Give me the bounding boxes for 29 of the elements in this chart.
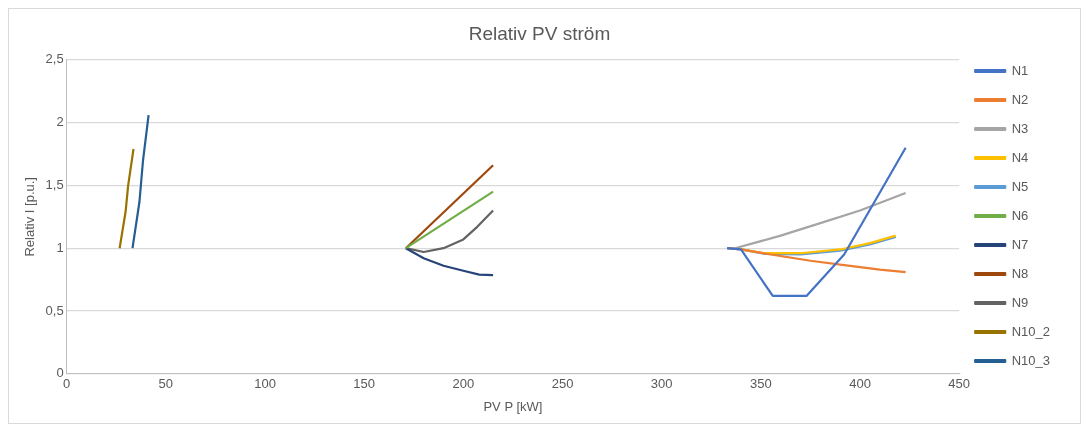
legend-label: N10_2: [1011, 323, 1050, 339]
chart-title: Relativ PV ström: [468, 22, 611, 44]
y-tick-label: 0: [56, 365, 64, 381]
legend-label: N6: [1011, 207, 1029, 223]
y-tick-label: 2,5: [45, 51, 64, 67]
y-tick-label: 1,5: [45, 176, 64, 192]
x-tick-label: 450: [948, 376, 971, 392]
x-tick-label: 400: [849, 376, 871, 392]
y-axis-title: Relativ I [p.u.]: [22, 177, 38, 257]
x-tick-label: 200: [452, 376, 475, 392]
y-tick-label: 0,5: [45, 302, 64, 318]
x-tick-label: 150: [353, 376, 376, 392]
legend-label: N1: [1011, 62, 1029, 78]
legend-label: N4: [1011, 149, 1029, 165]
x-tick-label: 250: [551, 376, 574, 392]
legend-label: N7: [1011, 236, 1029, 252]
legend-label: N10_3: [1011, 352, 1050, 368]
legend-label: N5: [1011, 178, 1029, 194]
x-tick-label: 50: [158, 376, 174, 392]
x-axis-title: PV P [kW]: [483, 398, 543, 414]
y-tick-label: 1: [56, 239, 64, 255]
legend-label: N3: [1011, 120, 1029, 136]
x-tick-label: 350: [750, 376, 772, 392]
y-tick-label: 2: [56, 114, 64, 130]
legend-label: N8: [1011, 265, 1029, 281]
legend-label: N9: [1011, 294, 1029, 310]
x-tick-label: 100: [254, 376, 276, 392]
x-tick-label: 300: [650, 376, 673, 392]
legend-label: N2: [1011, 91, 1029, 107]
